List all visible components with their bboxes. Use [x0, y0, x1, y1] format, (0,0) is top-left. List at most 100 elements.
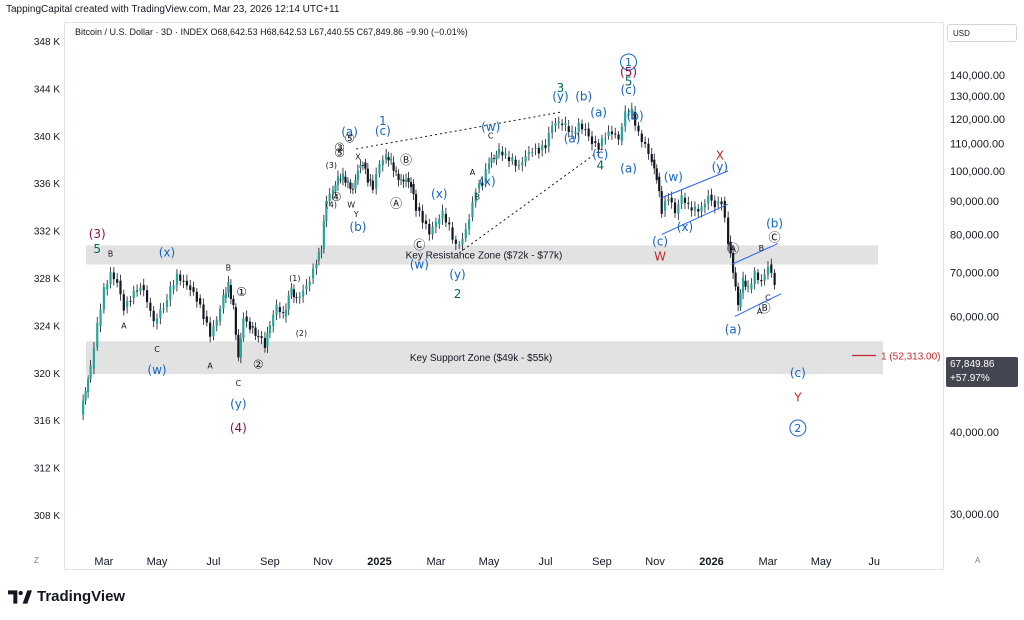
candle-body: [517, 165, 521, 166]
candle-body: [169, 286, 172, 301]
candle-body: [195, 291, 198, 302]
candle-body: [182, 280, 185, 282]
wave-label: C: [236, 379, 242, 388]
candle-body: [547, 132, 550, 147]
candle-body: [371, 180, 374, 190]
candle-body: [331, 189, 335, 194]
candle-body: [305, 285, 308, 290]
candle-body: [687, 202, 690, 204]
right-axis-tick: 140,000.00: [950, 70, 1005, 82]
candle-body: [434, 221, 438, 227]
candle-body: [275, 304, 278, 315]
candle-body: [677, 203, 680, 214]
candle-body: [693, 206, 697, 211]
candle-body: [756, 272, 760, 281]
candle-body: [106, 284, 109, 290]
candle-body: [414, 194, 418, 211]
candle-body: [205, 316, 208, 323]
candle-body: [567, 126, 570, 133]
candle-body: [524, 156, 527, 163]
chart-pane[interactable]: [64, 22, 944, 570]
x-axis-tick: 2026: [699, 556, 723, 568]
candle-body: [102, 287, 105, 310]
candle-body: [385, 154, 388, 160]
candle-body: [145, 290, 149, 303]
candle-body: [670, 197, 673, 203]
candle-body: [644, 142, 647, 144]
candle-body: [397, 173, 400, 181]
wave-label: (y): [449, 268, 465, 282]
symbol-ohlc-legend[interactable]: Bitcoin / U.S. Dollar · 3D · INDEX O68,6…: [75, 27, 468, 37]
wave-label: (3): [89, 227, 106, 241]
candle-body: [361, 165, 364, 167]
candle-body: [126, 300, 129, 308]
candle-body: [387, 156, 390, 161]
candle-body: [109, 272, 112, 285]
wave-label: (4): [230, 421, 247, 435]
candle-body: [594, 141, 597, 144]
candle-body: [189, 285, 192, 291]
candle-body: [729, 241, 732, 254]
wave-label: (x): [159, 246, 175, 260]
candle-body: [487, 163, 491, 170]
right-axis-tick: 80,000.00: [950, 229, 999, 241]
candle-body: [159, 309, 162, 319]
candle-body: [444, 213, 447, 223]
candle-body: [448, 222, 451, 225]
last-price-tag: 67,849.86 +57.97%: [946, 357, 1018, 387]
candle-body: [311, 268, 315, 279]
candle-body: [514, 159, 517, 166]
candle-body: [295, 297, 298, 298]
currency-button[interactable]: USD: [947, 24, 1017, 42]
candle-body: [766, 266, 770, 275]
wave-label: (y): [230, 397, 246, 411]
candle-body: [290, 287, 293, 296]
candle-body: [492, 158, 496, 159]
candle-body: [653, 159, 656, 169]
wave-label: C: [765, 293, 771, 302]
axis-layer: 140,000.00130,000.00120,000.00110,000.00…: [34, 37, 1005, 568]
candle-body: [99, 309, 102, 327]
candle-body: [484, 169, 487, 183]
wave-label: Ⓑ: [759, 301, 771, 315]
candle-body: [185, 280, 188, 286]
resistance-zone-label: Key Resistance Zone ($72k - $77k): [406, 250, 563, 261]
candle-body: [554, 122, 557, 127]
wave-label: Ⓑ: [400, 153, 412, 167]
left-axis-tick: 328 K: [34, 274, 60, 285]
wave-label: (b): [627, 109, 644, 123]
candle-body: [604, 138, 607, 140]
candle-body: [438, 218, 441, 224]
candle-body: [501, 151, 504, 156]
candle-body: [717, 201, 720, 205]
candle-body: [254, 327, 257, 336]
candle-body: [209, 322, 212, 337]
wave-label: ④: [331, 190, 342, 204]
candle-body: [89, 365, 92, 379]
candle-body: [284, 309, 288, 317]
candle-body: [753, 270, 756, 284]
candle-body: [597, 143, 600, 150]
candle-body: [227, 281, 230, 293]
candle-body: [135, 290, 139, 292]
candle-body: [620, 126, 623, 142]
wave-label: 2: [794, 422, 801, 435]
candle-body: [647, 143, 650, 155]
channel-line: [661, 170, 729, 199]
candle-body: [322, 220, 325, 250]
wave-label: 5: [625, 74, 633, 88]
auto-scale-button[interactable]: A: [975, 556, 981, 565]
wave-label: (w): [147, 363, 166, 377]
target-label: 1 (52,313.00): [881, 352, 941, 363]
timezone-button[interactable]: Z: [34, 556, 39, 565]
candle-body: [359, 165, 362, 169]
candle-body: [551, 125, 554, 133]
wave-label: (w): [664, 170, 683, 184]
candle-body: [577, 122, 580, 132]
candle-body: [697, 208, 700, 212]
candle-body: [614, 133, 617, 135]
wave-label: A: [470, 168, 476, 177]
tradingview-logo: TradingView: [8, 588, 125, 605]
candle-body: [317, 252, 320, 261]
